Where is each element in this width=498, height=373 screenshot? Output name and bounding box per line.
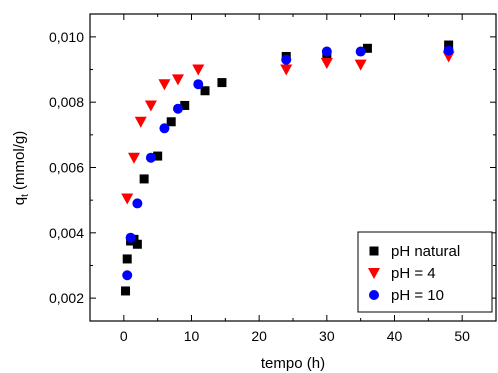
data-points: [121, 40, 455, 296]
data-point-ph-10: [281, 54, 292, 65]
data-point-ph-10: [125, 232, 136, 243]
data-point-ph-natural: [166, 117, 176, 127]
data-point-ph-natural: [139, 174, 149, 184]
y-tick-label: 0,010: [49, 29, 84, 45]
data-point-ph-10: [172, 103, 183, 114]
data-point-ph-10: [321, 46, 332, 57]
x-axis-ticks: 0 10 20 30 40 50: [120, 14, 470, 344]
data-point-ph-10: [193, 79, 204, 90]
legend-markers: [368, 246, 380, 300]
data-point-ph-natural: [122, 254, 132, 264]
x-tick-label: 10: [184, 328, 200, 344]
x-tick-label: 40: [387, 328, 403, 344]
legend-marker-ph-natural: [369, 246, 379, 256]
data-point-ph-10: [443, 45, 454, 56]
data-point-ph-4: [192, 64, 205, 76]
data-point-ph-natural: [444, 40, 454, 50]
legend-marker-ph-10: [369, 290, 379, 300]
data-point-ph-natural: [132, 239, 142, 249]
data-point-ph-4: [280, 64, 293, 76]
data-point-ph-10: [159, 123, 170, 134]
data-point-ph-4: [127, 152, 140, 164]
data-point-ph-4: [144, 100, 157, 112]
legend-box: [357, 231, 493, 313]
y-axis-title-subscript: t: [20, 194, 31, 197]
data-point-ph-natural: [362, 43, 372, 53]
x-axis-title: tempo (h): [261, 355, 325, 372]
x-tick-label: 30: [319, 328, 335, 344]
data-point-ph-10: [122, 270, 133, 281]
legend-label-ph-10: pH = 10: [391, 287, 444, 304]
data-point-ph-natural: [153, 151, 163, 161]
data-point-ph-4: [320, 57, 333, 69]
y-axis-title-main: q: [11, 197, 28, 205]
data-point-ph-natural: [217, 78, 227, 88]
y-axis-title: qt (mmol/g): [11, 131, 31, 205]
data-point-ph-natural: [200, 86, 210, 96]
y-tick-label: 0,004: [49, 225, 84, 241]
data-point-ph-4: [158, 79, 171, 91]
data-point-ph-natural: [180, 100, 190, 110]
legend: pH natural pH = 4 pH = 10: [357, 231, 493, 313]
y-tick-label: 0,002: [49, 290, 84, 306]
x-tick-label: 50: [454, 328, 470, 344]
data-point-ph-4: [171, 74, 184, 86]
data-point-ph-4: [121, 193, 134, 205]
data-point-ph-4: [354, 59, 367, 71]
series-ph-10: [122, 45, 454, 281]
legend-marker-ph-4: [368, 268, 380, 279]
legend-label-ph-4: pH = 4: [391, 265, 436, 282]
y-tick-label: 0,006: [49, 160, 84, 176]
y-axis-title-unit: (mmol/g): [11, 131, 28, 194]
data-point-ph-4: [134, 116, 147, 128]
data-point-ph-10: [355, 46, 366, 57]
series-ph-4: [121, 51, 455, 205]
legend-label-ph-natural: pH natural: [391, 243, 460, 260]
data-point-ph-10: [132, 198, 143, 209]
y-tick-label: 0,008: [49, 94, 84, 110]
x-tick-label: 20: [251, 328, 267, 344]
data-point-ph-natural: [121, 286, 131, 296]
y-axis-ticks: 0,002 0,004 0,006 0,008 0,010: [49, 29, 496, 306]
x-tick-label: 0: [120, 328, 128, 344]
data-point-ph-10: [145, 152, 156, 163]
